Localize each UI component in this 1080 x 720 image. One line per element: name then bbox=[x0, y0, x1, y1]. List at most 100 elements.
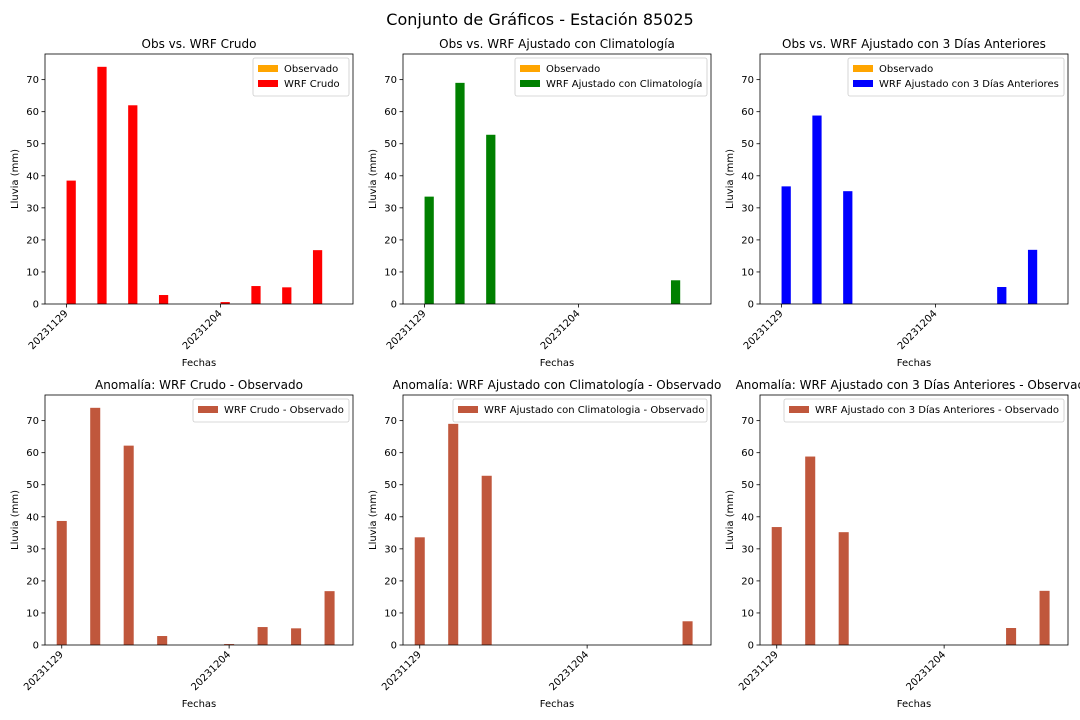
bar-1-8 bbox=[1006, 628, 1017, 645]
legend-box bbox=[783, 398, 1065, 423]
y-tick-label: 40 bbox=[384, 171, 397, 182]
chart-title: Anomalía: WRF Ajustado con 3 Días Anteri… bbox=[736, 378, 1080, 392]
legend-label: WRF Ajustado con 3 Días Anteriores - Obs… bbox=[815, 404, 1059, 416]
chart-title: Obs vs. WRF Crudo bbox=[142, 37, 257, 51]
plot-frame bbox=[44, 53, 354, 305]
y-tick-label: 60 bbox=[26, 107, 39, 118]
y-tick-label: 0 bbox=[748, 300, 754, 311]
y-tick-label: 0 bbox=[391, 641, 397, 652]
legend-box bbox=[192, 398, 350, 423]
x-tick-label: 20231129 bbox=[742, 308, 786, 352]
x-tick-label: 20231204 bbox=[181, 308, 225, 352]
chart-panel-1: Obs vs. WRF Crudo 0 10 20 30 40 50 60 70 20231129… bbox=[10, 37, 354, 369]
y-tick-label: 70 bbox=[26, 75, 39, 86]
x-axis-label: Fechas bbox=[182, 358, 217, 369]
plot-frame bbox=[402, 53, 712, 305]
x-tick-label: 20231204 bbox=[189, 649, 233, 693]
x-axis-label: Fechas bbox=[897, 699, 932, 710]
y-tick-label: 20 bbox=[384, 235, 397, 246]
chart-panel-6: Anomalía: WRF Ajustado con 3 Días Anteri… bbox=[725, 378, 1080, 710]
bar-1-3 bbox=[481, 475, 492, 645]
x-tick-label: 20231204 bbox=[896, 308, 940, 352]
bar-2-9 bbox=[670, 280, 681, 304]
x-tick-label: 20231204 bbox=[539, 308, 583, 352]
bar-1-1 bbox=[771, 527, 782, 645]
legend-label: WRF Crudo - Observado bbox=[224, 405, 344, 416]
x-tick-label: 20231129 bbox=[380, 649, 424, 693]
legend-swatch bbox=[258, 65, 278, 72]
y-tick-label: 10 bbox=[26, 267, 39, 278]
legend-swatch bbox=[520, 65, 540, 72]
bar-2-4 bbox=[158, 295, 169, 304]
y-tick-label: 70 bbox=[741, 75, 754, 86]
chart-title: Anomalía: WRF Crudo - Observado bbox=[95, 378, 303, 392]
chart-title: Anomalía: WRF Ajustado con Climatología … bbox=[393, 378, 722, 392]
y-axis-label: Lluvia (mm) bbox=[725, 149, 736, 209]
y-tick-label: 70 bbox=[384, 416, 397, 427]
y-tick-label: 20 bbox=[26, 235, 39, 246]
y-tick-label: 50 bbox=[384, 139, 397, 150]
bar-1-6 bbox=[224, 644, 235, 645]
y-tick-label: 60 bbox=[26, 448, 39, 459]
legend-label: WRF Ajustado con Climatología bbox=[546, 78, 702, 90]
y-tick-label: 50 bbox=[26, 480, 39, 491]
bar-2-9 bbox=[312, 250, 323, 304]
legend-swatch bbox=[258, 80, 278, 87]
y-tick-label: 70 bbox=[384, 75, 397, 86]
bar-1-2 bbox=[448, 423, 459, 645]
y-tick-label: 60 bbox=[741, 107, 754, 118]
x-axis-label: Fechas bbox=[182, 699, 217, 710]
bar-2-3 bbox=[486, 134, 496, 304]
bar-1-9 bbox=[682, 621, 693, 645]
bar-1-2 bbox=[90, 407, 101, 645]
bar-2-7 bbox=[251, 286, 261, 304]
legend-label: WRF Ajustado con 3 Días Anteriores bbox=[879, 78, 1059, 90]
y-tick-label: 20 bbox=[26, 576, 39, 587]
y-tick-label: 60 bbox=[741, 448, 754, 459]
legend-swatch bbox=[853, 80, 873, 87]
y-tick-label: 30 bbox=[384, 544, 397, 555]
y-tick-label: 50 bbox=[384, 480, 397, 491]
legend-swatch bbox=[458, 406, 478, 413]
bar-2-1 bbox=[424, 196, 434, 304]
x-tick-label: 20231129 bbox=[737, 649, 781, 693]
legend-box bbox=[514, 57, 708, 97]
y-tick-label: 40 bbox=[741, 171, 754, 182]
bar-1-2 bbox=[805, 456, 816, 645]
x-tick-label: 20231129 bbox=[385, 308, 429, 352]
bar-1-1 bbox=[56, 520, 67, 645]
y-tick-label: 50 bbox=[741, 139, 754, 150]
plot-frame bbox=[44, 394, 354, 646]
bar-2-3 bbox=[128, 105, 138, 305]
y-tick-label: 70 bbox=[741, 416, 754, 427]
plot-frame bbox=[759, 53, 1069, 305]
legend-label: Observado bbox=[284, 64, 338, 75]
y-tick-label: 10 bbox=[26, 608, 39, 619]
y-tick-label: 50 bbox=[26, 139, 39, 150]
y-tick-label: 10 bbox=[741, 267, 754, 278]
bar-1-3 bbox=[123, 445, 134, 645]
bar-1-9 bbox=[324, 591, 335, 645]
legend-label: Observado bbox=[546, 64, 600, 75]
y-tick-label: 10 bbox=[384, 267, 397, 278]
x-tick-label: 20231129 bbox=[27, 308, 71, 352]
plot-frame bbox=[402, 394, 712, 646]
figure-title: Conjunto de Gráficos - Estación 85025 bbox=[386, 10, 694, 29]
legend-box bbox=[847, 57, 1065, 97]
y-tick-label: 20 bbox=[384, 576, 397, 587]
chart-panel-3: Obs vs. WRF Ajustado con 3 Días Anterior… bbox=[725, 37, 1069, 369]
legend-swatch bbox=[853, 65, 873, 72]
bar-2-8 bbox=[997, 287, 1007, 304]
y-tick-label: 30 bbox=[26, 544, 39, 555]
plot-frame bbox=[759, 394, 1069, 646]
x-axis-label: Fechas bbox=[897, 358, 932, 369]
chart-title: Obs vs. WRF Ajustado con 3 Días Anterior… bbox=[782, 37, 1046, 51]
bar-1-8 bbox=[291, 628, 302, 645]
legend-label: WRF Crudo bbox=[284, 79, 340, 90]
chart-title: Obs vs. WRF Ajustado con Climatología bbox=[439, 37, 675, 51]
x-tick-label: 20231129 bbox=[22, 649, 66, 693]
legend-label: Observado bbox=[879, 64, 933, 75]
bar-2-1 bbox=[66, 180, 76, 304]
y-tick-label: 0 bbox=[33, 300, 39, 311]
y-tick-label: 40 bbox=[741, 512, 754, 523]
